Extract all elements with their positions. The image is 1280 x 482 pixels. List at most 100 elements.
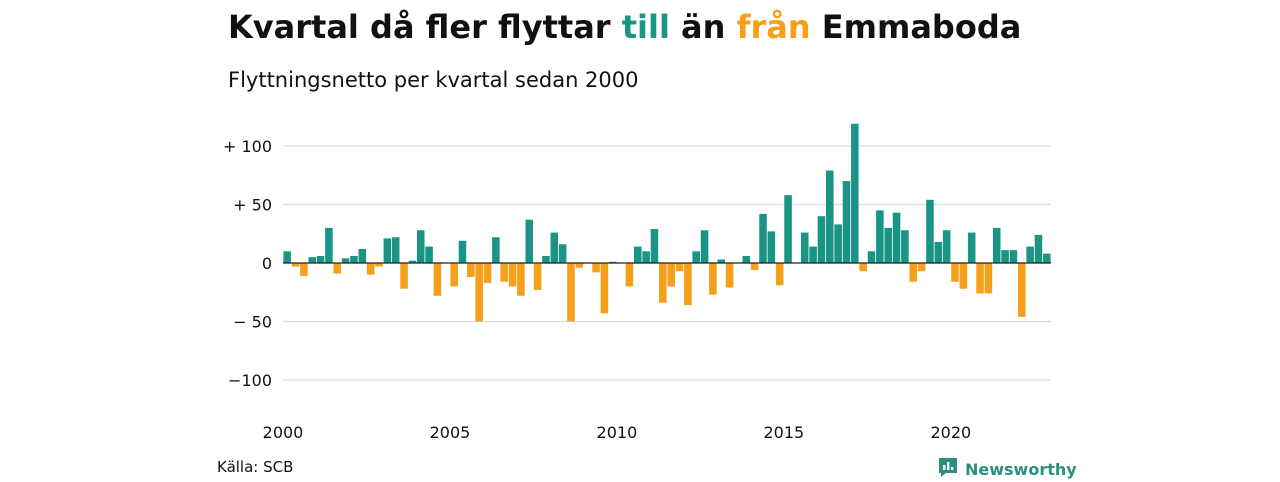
bar <box>984 263 993 294</box>
title-part-5: Emmaboda <box>810 8 1022 46</box>
bar <box>358 248 367 263</box>
chart-title: Kvartal då fler flyttar till än från Emm… <box>228 8 1021 46</box>
bar <box>425 246 433 263</box>
bar <box>1043 253 1051 263</box>
bar <box>492 237 500 263</box>
bar <box>684 263 692 306</box>
bar <box>1018 263 1026 317</box>
brand-logo: Newsworthy <box>937 456 1077 482</box>
bar <box>725 263 734 288</box>
bar <box>517 263 525 296</box>
bar <box>475 263 483 322</box>
bar <box>817 216 826 263</box>
bar <box>483 263 492 283</box>
y-tick-label: + 100 <box>223 137 272 156</box>
bar <box>901 230 909 263</box>
bar <box>325 227 333 263</box>
bar <box>567 263 575 322</box>
bar <box>634 246 642 263</box>
bar <box>283 251 291 263</box>
bar <box>709 263 717 295</box>
bar <box>383 238 392 263</box>
bar <box>366 263 375 275</box>
bar <box>784 195 792 263</box>
y-tick-label: + 50 <box>233 196 272 215</box>
source-label: Källa: SCB <box>217 458 294 476</box>
bar <box>1001 250 1009 263</box>
bar <box>775 263 784 286</box>
bar <box>341 258 350 263</box>
bar <box>350 255 358 263</box>
bar <box>600 263 609 314</box>
x-tick-label: 2020 <box>930 423 971 442</box>
bar <box>967 232 976 263</box>
bar <box>625 263 634 287</box>
y-tick-label: 0 <box>262 254 272 273</box>
bar <box>692 251 700 263</box>
y-tick-label: −100 <box>228 371 272 390</box>
bar <box>1026 246 1034 263</box>
bar <box>308 257 316 263</box>
title-part-1: Kvartal då fler flyttar <box>228 8 622 46</box>
bar <box>959 263 968 289</box>
bar <box>1009 250 1018 263</box>
bar <box>300 263 308 276</box>
bar <box>759 213 767 263</box>
bar <box>800 232 809 263</box>
bar <box>642 251 650 263</box>
bar <box>675 263 684 272</box>
bar <box>659 263 667 303</box>
bar <box>1034 234 1043 263</box>
x-tick-label: 2005 <box>430 423 471 442</box>
x-tick-label: 2000 <box>263 423 304 442</box>
brand-name: Newsworthy <box>965 459 1077 479</box>
bar <box>433 263 442 296</box>
bar <box>291 263 300 267</box>
bar <box>458 240 467 263</box>
bar <box>809 246 817 263</box>
bar <box>750 263 759 271</box>
bar <box>575 263 584 268</box>
bar <box>842 181 851 263</box>
bar <box>826 170 834 263</box>
bar <box>876 210 884 263</box>
bar <box>375 263 383 267</box>
y-tick-label: − 50 <box>233 313 272 332</box>
bar <box>859 263 867 272</box>
bar <box>650 229 659 263</box>
bar <box>467 263 475 278</box>
bar <box>926 199 934 263</box>
title-part-3: än <box>669 8 737 46</box>
bar <box>450 263 458 287</box>
bar <box>416 230 425 263</box>
bar <box>742 255 751 263</box>
x-tick-label: 2010 <box>597 423 638 442</box>
bar <box>909 263 918 282</box>
bar <box>408 260 417 263</box>
bar <box>558 244 567 263</box>
bar <box>767 231 776 263</box>
chart-subtitle: Flyttningsnetto per kvartal sedan 2000 <box>228 68 639 92</box>
bar <box>934 241 943 263</box>
bar <box>533 263 542 290</box>
bar <box>316 255 325 263</box>
bar <box>834 224 842 263</box>
bar <box>400 263 408 289</box>
bar <box>700 230 709 263</box>
bar <box>992 227 1001 263</box>
title-highlight-fran: från <box>736 8 811 46</box>
bar <box>508 263 517 287</box>
bar <box>884 227 892 263</box>
x-tick-label: 2015 <box>764 423 805 442</box>
bar <box>942 230 951 263</box>
bar <box>550 232 559 263</box>
bar <box>333 263 342 274</box>
bar <box>892 212 901 263</box>
bar <box>851 123 859 264</box>
bar <box>951 263 959 282</box>
bar <box>592 263 600 273</box>
bar <box>867 251 876 263</box>
bar <box>542 255 550 263</box>
title-highlight-till: till <box>621 8 670 46</box>
